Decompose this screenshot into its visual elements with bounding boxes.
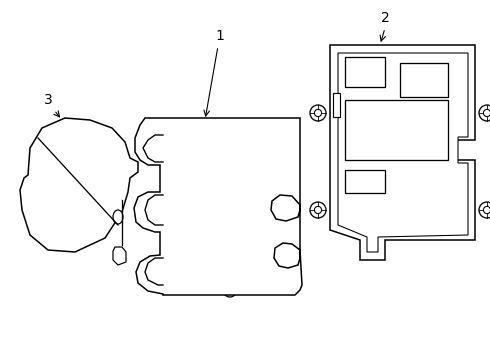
Circle shape [280, 250, 290, 260]
Polygon shape [330, 45, 475, 260]
Text: 1: 1 [216, 29, 224, 43]
Circle shape [223, 283, 237, 297]
Polygon shape [338, 53, 468, 252]
Polygon shape [173, 130, 285, 280]
Polygon shape [345, 100, 448, 160]
Ellipse shape [113, 210, 123, 224]
Polygon shape [163, 120, 295, 290]
Circle shape [484, 206, 490, 213]
Circle shape [310, 202, 326, 218]
Text: 3: 3 [44, 93, 52, 107]
Circle shape [479, 105, 490, 121]
Polygon shape [400, 63, 448, 97]
Polygon shape [20, 118, 138, 252]
Polygon shape [333, 93, 340, 117]
Circle shape [275, 245, 295, 265]
Polygon shape [134, 118, 302, 295]
Circle shape [310, 105, 326, 121]
Circle shape [280, 195, 290, 205]
Polygon shape [345, 170, 385, 193]
Polygon shape [113, 247, 126, 265]
Text: 2: 2 [381, 11, 390, 25]
Circle shape [315, 109, 321, 117]
Circle shape [484, 109, 490, 117]
Circle shape [315, 206, 321, 213]
Circle shape [275, 190, 295, 210]
Circle shape [479, 202, 490, 218]
Polygon shape [345, 57, 385, 87]
